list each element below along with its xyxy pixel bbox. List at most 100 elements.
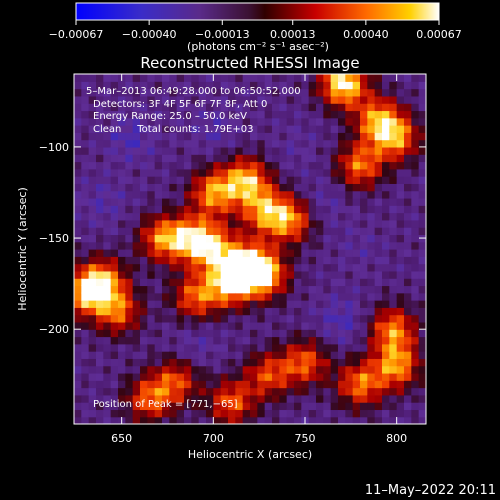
heatmap-cell [74, 81, 82, 90]
heatmap-cell [345, 249, 354, 257]
heatmap-cell [147, 380, 156, 389]
heatmap-cell [213, 314, 222, 323]
heatmap-cell [140, 146, 148, 155]
heatmap-cell [352, 205, 361, 214]
heatmap-cell [191, 416, 200, 424]
heatmap-cell [294, 270, 302, 279]
heatmap-cell [132, 205, 141, 214]
heatmap-cell [118, 380, 126, 389]
heatmap-cell [176, 336, 185, 345]
heatmap-cell [286, 314, 295, 323]
heatmap-cell [140, 161, 148, 170]
heatmap-cell [250, 154, 258, 163]
heatmap-cell [294, 300, 302, 308]
heatmap-cell [125, 387, 134, 396]
heatmap-cell [162, 380, 170, 389]
heatmap-cell [206, 168, 214, 177]
heatmap-cell [220, 234, 229, 243]
heatmap-cell [257, 205, 266, 214]
heatmap-cell [162, 190, 170, 199]
heatmap-cell [213, 249, 222, 257]
heatmap-cell [191, 270, 200, 279]
heatmap-cell [396, 154, 405, 163]
heatmap-cell [81, 205, 90, 214]
heatmap-cell [374, 256, 383, 265]
heatmap-cell [162, 212, 170, 221]
heatmap-cell [125, 146, 134, 155]
heatmap-cell [352, 336, 361, 345]
heatmap-cell [147, 88, 156, 97]
heatmap-cell [110, 409, 119, 418]
heatmap-cell [330, 74, 339, 82]
heatmap-cell [191, 387, 200, 396]
heatmap-cell [206, 394, 214, 403]
heatmap-cell [176, 81, 185, 90]
heatmap-cell [257, 387, 266, 396]
heatmap-cell [382, 197, 390, 206]
heatmap-cell [323, 270, 332, 279]
heatmap-cell [191, 212, 200, 221]
heatmap-cell [132, 416, 141, 424]
heatmap-cell [272, 168, 280, 177]
heatmap-cell [367, 139, 376, 148]
heatmap-cell [367, 365, 376, 374]
heatmap-cell [404, 300, 412, 308]
heatmap-cell [81, 329, 90, 338]
heatmap-cell [242, 117, 251, 126]
heatmap-cell [110, 321, 119, 330]
heatmap-cell [147, 409, 156, 418]
heatmap-cell [154, 74, 163, 82]
heatmap-cell [191, 292, 200, 301]
heatmap-cell [279, 168, 288, 177]
heatmap-cell [294, 139, 302, 148]
y-axis-ticks: −100−150−200 [39, 141, 426, 336]
heatmap-cell [220, 270, 229, 279]
heatmap-cell [140, 190, 148, 199]
heatmap-cell [374, 81, 383, 90]
heatmap-cell [418, 197, 426, 206]
heatmap-cell [235, 358, 244, 367]
heatmap-cell [110, 387, 119, 396]
heatmap-cell [330, 117, 339, 126]
heatmap-cell [308, 227, 317, 236]
heatmap-cell [228, 81, 236, 90]
heatmap-cell [125, 321, 134, 330]
heatmap-cell [272, 154, 280, 163]
heatmap-cell [352, 88, 361, 97]
heatmap-cell [154, 197, 163, 206]
heatmap-cell [352, 358, 361, 367]
heatmap-cell [330, 402, 339, 411]
heatmap-cell [250, 146, 258, 155]
heatmap-cell [198, 285, 207, 294]
heatmap-cell [81, 402, 90, 411]
heatmap-cell [250, 227, 258, 236]
heatmap-cell [404, 256, 412, 265]
heatmap-cell [96, 88, 104, 97]
heatmap-cell [198, 110, 207, 119]
heatmap-cell [301, 351, 310, 359]
heatmap-cell [184, 125, 192, 133]
heatmap-cell [213, 146, 222, 155]
heatmap-cell [352, 285, 361, 294]
heatmap-cell [308, 365, 317, 374]
heatmap-cell [88, 241, 97, 250]
heatmap-cell [184, 176, 192, 184]
heatmap-cell [242, 176, 251, 184]
heatmap-cell [88, 329, 97, 338]
heatmap-cell [118, 314, 126, 323]
heatmap-cell [132, 219, 141, 228]
heatmap-cell [330, 212, 339, 221]
heatmap-cell [220, 416, 229, 424]
heatmap-cell [308, 88, 317, 97]
heatmap-cell [272, 351, 280, 359]
heatmap-cell [132, 292, 141, 301]
heatmap-cell [294, 314, 302, 323]
heatmap-cell [103, 81, 112, 90]
heatmap-cell [396, 95, 405, 104]
heatmap-cell [191, 88, 200, 97]
heatmap-cell [213, 292, 222, 301]
heatmap-cell [220, 190, 229, 199]
heatmap-cell [330, 321, 339, 330]
heatmap-cell [132, 336, 141, 345]
